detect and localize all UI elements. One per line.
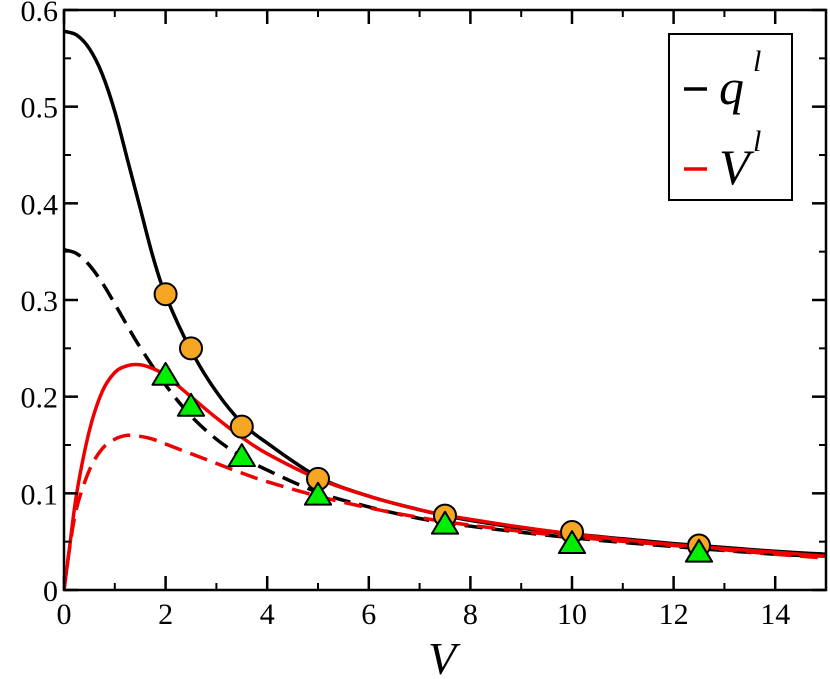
y-tick-label: 0 — [43, 575, 58, 608]
y-tick-label: 0.4 — [21, 188, 59, 221]
legend-label: q — [719, 59, 744, 115]
x-axis-label: V — [428, 633, 461, 679]
y-tick-label: 0.2 — [21, 382, 59, 415]
triangle-marker — [430, 510, 460, 535]
x-tick-label: 0 — [57, 598, 72, 631]
x-tick-label: 8 — [463, 598, 478, 631]
x-tick-label: 2 — [158, 598, 173, 631]
axis-ticks — [62, 8, 826, 592]
triangle-marker — [176, 392, 206, 417]
y-tick-label: 0.1 — [21, 478, 59, 511]
triangle-marker — [227, 443, 256, 467]
triangle-marker — [151, 361, 180, 386]
y-tick-label: 0.5 — [21, 92, 59, 125]
circle-marker — [153, 282, 178, 307]
x-tick-label: 4 — [260, 598, 275, 631]
plot-content — [64, 29, 826, 590]
x-tick-label: 14 — [760, 598, 790, 631]
circle-marker — [179, 336, 203, 361]
x-tick-label: 10 — [557, 598, 587, 631]
series-line-3-solid — [64, 362, 826, 590]
triangle-marker — [684, 538, 714, 563]
circle-marker — [229, 414, 254, 439]
legend-label-superscript: l — [753, 45, 761, 78]
y-tick-label: 0.6 — [21, 0, 59, 28]
triangle-marker — [303, 481, 333, 506]
legend: q lV l — [668, 33, 793, 201]
x-tick-label: 12 — [659, 598, 689, 631]
x-tick-label: 6 — [361, 598, 376, 631]
y-tick-label: 0.3 — [21, 285, 59, 318]
legend-box — [668, 33, 793, 201]
triangle-marker — [557, 530, 587, 554]
legend-label-superscript: l — [753, 125, 761, 158]
legend-label: V — [719, 139, 755, 195]
axis-tick-labels: 0 2 4 6 8 10 12 14 0 0.1 0.2 0.3 0.4 0.5 0.6 — [21, 0, 791, 631]
